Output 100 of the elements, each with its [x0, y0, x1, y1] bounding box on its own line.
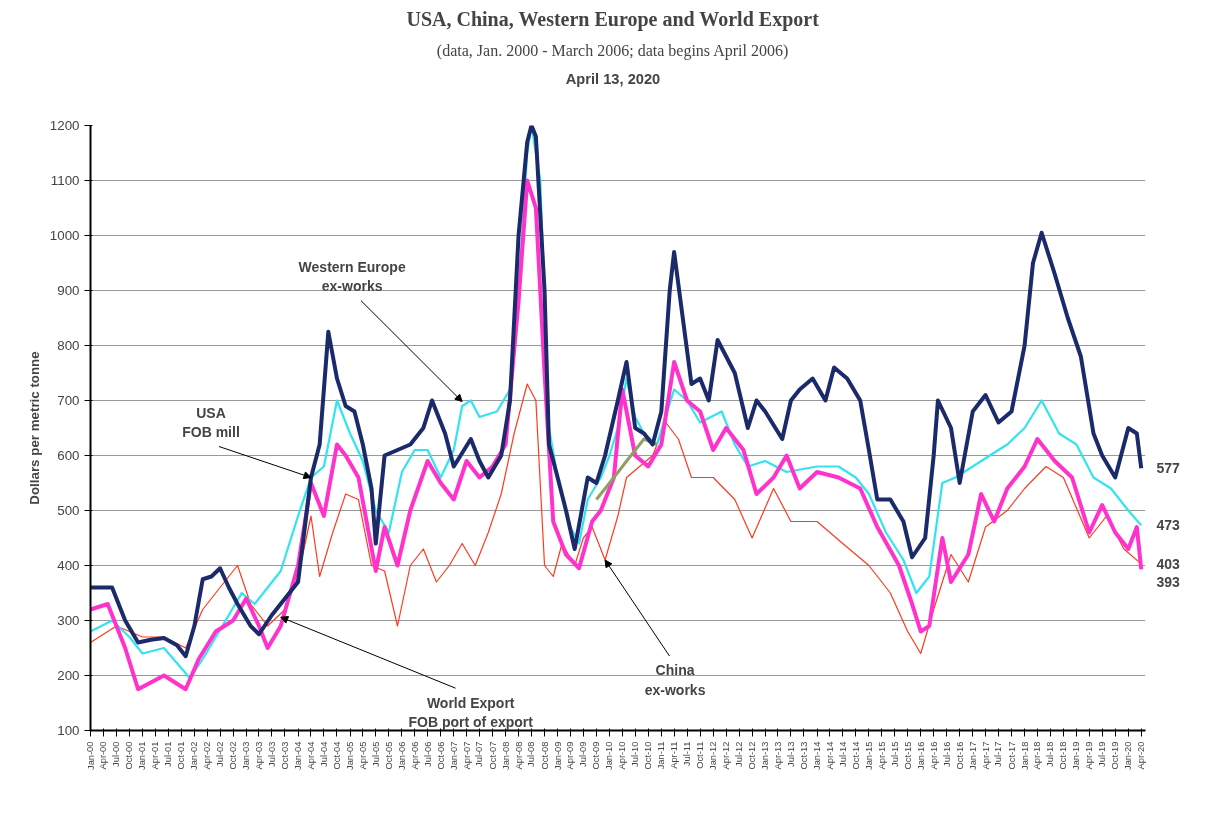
x-tick-label: Jul-10 [630, 741, 641, 767]
x-tick-label: Oct-15 [902, 741, 913, 770]
y-tick-label: 1100 [50, 173, 80, 188]
x-tick-label: Oct-11 [695, 741, 706, 769]
y-tick-label: 1000 [49, 228, 80, 243]
annotation: Western Europe ex-works [298, 259, 406, 295]
x-tick-label: Apr-19 [1084, 741, 1095, 770]
x-tick-label: Jul-14 [837, 741, 848, 767]
x-tick-label: Jan-03 [241, 741, 252, 771]
x-tick-label: Jul-02 [215, 741, 226, 767]
y-tick-label: 100 [57, 723, 80, 738]
x-tick-label: Apr-10 [617, 741, 628, 770]
x-tick-label: Jan-12 [708, 741, 719, 771]
x-tick-label: Oct-08 [539, 741, 550, 770]
x-tick-label: Oct-14 [850, 741, 861, 770]
x-tick-label: Jan-07 [448, 741, 459, 771]
x-tick-label: Jan-05 [345, 741, 356, 771]
x-tick-label: Apr-16 [928, 741, 939, 770]
y-tick-label: 400 [57, 558, 80, 573]
annotation: 393 [1156, 573, 1181, 590]
x-tick-label: Jul-03 [266, 741, 277, 767]
x-tick-label: Jul-07 [474, 741, 485, 767]
x-tick-label: Apr-13 [772, 741, 783, 770]
x-tick-label: Jul-00 [111, 741, 122, 767]
x-tick-label: Oct-12 [747, 741, 758, 770]
y-tick-label: 500 [57, 503, 80, 518]
x-tick-label: Apr-01 [150, 741, 161, 770]
x-tick-label: Apr-14 [824, 741, 835, 770]
annotation: 473 [1156, 517, 1181, 534]
y-tick-label: 300 [57, 613, 80, 628]
x-tick-label: Oct-19 [1110, 741, 1121, 770]
y-tick-label: 1200 [49, 118, 80, 133]
x-tick-label: Jan-11 [656, 741, 667, 770]
x-tick-label: Apr-03 [253, 741, 264, 770]
x-tick-label: Apr-04 [305, 741, 316, 770]
x-tick-label: Apr-06 [409, 741, 420, 770]
x-tick-label: Jul-08 [526, 741, 537, 767]
x-tick-label: Jul-15 [889, 741, 900, 767]
x-tick-label: Jan-04 [293, 741, 304, 771]
x-tick-label: Jan-19 [1071, 741, 1082, 771]
x-tick-label: Apr-11 [669, 741, 680, 769]
x-tick-label: Jul-04 [318, 741, 329, 767]
x-tick-label: Jul-06 [422, 741, 433, 767]
x-tick-label: Apr-15 [876, 741, 887, 770]
x-tick-label: Jan-02 [189, 741, 200, 771]
annotation: USA FOB mill [182, 404, 240, 441]
x-tick-label: Oct-09 [591, 741, 602, 770]
x-tick-label: Oct-17 [1006, 741, 1017, 770]
x-tick-label: Jul-01 [163, 741, 174, 767]
x-tick-label: Jan-09 [552, 741, 563, 771]
x-tick-label: Jul-05 [370, 741, 381, 767]
y-tick-label: 600 [57, 448, 80, 463]
x-tick-label: Oct-18 [1058, 741, 1069, 770]
annotation: China ex-works [644, 662, 706, 698]
chart-title: USA, China, Western Europe and World Export [406, 7, 820, 31]
x-tick-label: Jan-01 [137, 741, 148, 771]
x-tick-label: Jan-10 [604, 741, 615, 771]
x-tick-label: Jan-17 [967, 741, 978, 771]
y-tick-label: 700 [57, 393, 80, 408]
x-tick-label: Apr-02 [202, 741, 213, 770]
chart-subtitle: (data, Jan. 2000 - March 2006; data begins April 2006) [436, 41, 789, 60]
x-tick-label: Oct-10 [643, 741, 654, 770]
x-tick-label: Jul-12 [734, 741, 745, 767]
x-tick-label: Oct-05 [383, 741, 394, 770]
x-tick-label: Oct-06 [435, 741, 446, 770]
x-tick-label: Jan-13 [760, 741, 771, 771]
x-tick-label: Oct-01 [176, 741, 187, 770]
x-tick-label: Jul-18 [1045, 741, 1056, 767]
x-tick-label: Jan-20 [1123, 741, 1134, 771]
x-tick-label: Oct-03 [279, 741, 290, 770]
x-tick-label: Jul-11 [682, 741, 693, 767]
x-tick-label: Apr-08 [513, 741, 524, 770]
x-tick-label: Apr-12 [721, 741, 732, 770]
x-tick-label: Oct-00 [124, 741, 135, 770]
x-tick-label: Oct-13 [798, 741, 809, 770]
x-tick-label: Apr-09 [565, 741, 576, 770]
x-tick-label: Jul-09 [578, 741, 589, 767]
x-tick-label: Oct-07 [487, 741, 498, 770]
y-tick-label: 200 [57, 668, 80, 683]
x-tick-label: Oct-16 [954, 741, 965, 770]
x-tick-label: Jan-18 [1019, 741, 1030, 771]
text: April 13, 2020 [565, 70, 661, 87]
y-tick-label: 900 [57, 283, 80, 298]
x-tick-label: Apr-05 [357, 741, 368, 770]
x-tick-label: Apr-18 [1032, 741, 1043, 770]
x-tick-label: Apr-17 [980, 741, 991, 770]
x-tick-label: Jul-16 [941, 741, 952, 767]
x-tick-label: Jan-06 [396, 741, 407, 771]
x-tick-label: Jan-14 [812, 741, 823, 771]
x-tick-label: Oct-02 [228, 741, 239, 770]
x-tick-label: Apr-20 [1136, 741, 1147, 770]
y-tick-label: 800 [57, 338, 80, 353]
annotation: 403 [1156, 555, 1181, 572]
x-tick-label: Apr-07 [461, 741, 472, 770]
x-tick-label: Jan-15 [863, 741, 874, 771]
annotation: 577 [1156, 460, 1181, 477]
annotation: World Export FOB port of export [408, 694, 534, 730]
x-tick-label: Apr-00 [98, 741, 109, 770]
x-tick-label: Oct-04 [331, 741, 342, 770]
x-tick-label: Jan-16 [915, 741, 926, 771]
